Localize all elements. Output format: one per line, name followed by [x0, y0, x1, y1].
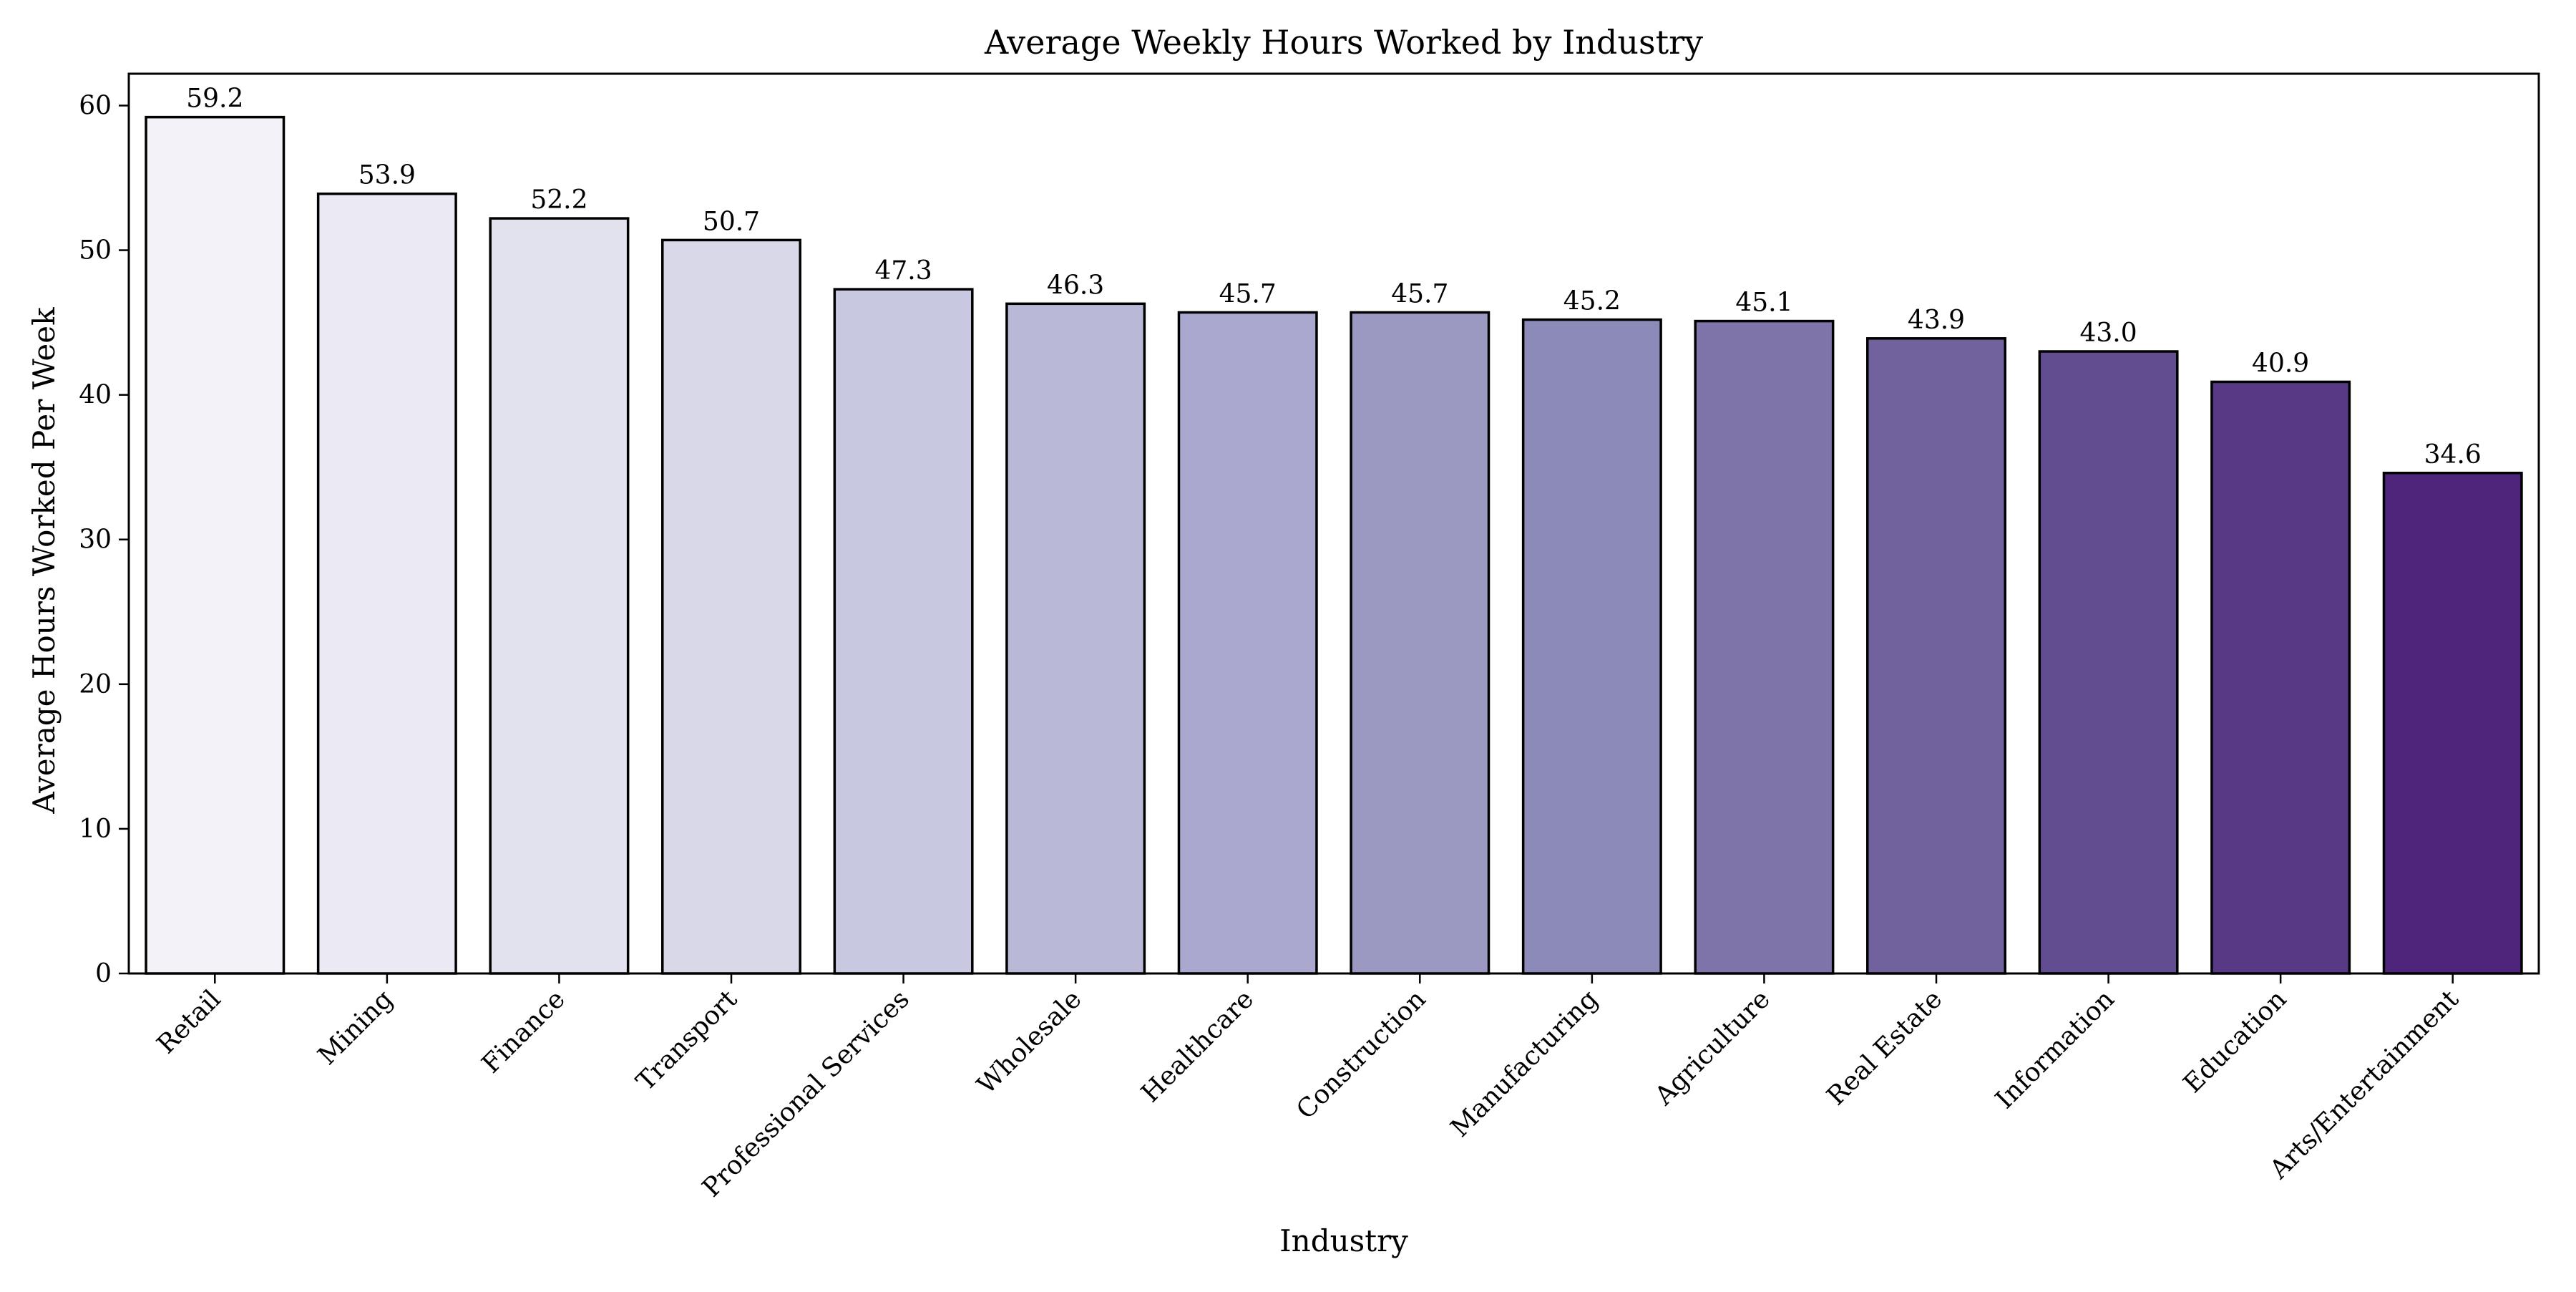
bar-construction	[1350, 311, 1491, 975]
bar-value-label: 43.0	[2079, 319, 2137, 348]
bar-value-label: 45.7	[1391, 279, 1448, 309]
bar-value-label: 52.2	[530, 185, 587, 215]
bar-value-label: 43.9	[1908, 306, 1965, 335]
x-tick-label: Information	[1990, 984, 2120, 1114]
bar-education	[2210, 380, 2351, 975]
bar-value-label: 34.6	[2424, 440, 2482, 470]
bar-value-label: 46.3	[1047, 271, 1104, 300]
bar-real-estate	[1866, 337, 2006, 975]
plot-area: 59.2 Retail 53.9 Mining 52.2 Finance 50.7 Trans…	[79, 72, 2540, 1203]
y-tick-label: 40	[79, 381, 112, 410]
y-tick-label: 50	[79, 236, 112, 266]
bar-value-label: 50.7	[703, 207, 760, 236]
y-tick-label: 30	[79, 525, 112, 555]
x-tick-label: Manufacturing	[1445, 984, 1604, 1143]
x-tick-label: Wholesale	[972, 984, 1088, 1100]
bar-information	[2038, 350, 2179, 975]
x-tick-label: Construction	[1291, 984, 1431, 1125]
y-axis-label: Average Hours Worked Per Week	[26, 307, 62, 815]
bar-value-label: 40.9	[2252, 349, 2309, 378]
x-tick-label: Arts/Entertainment	[2264, 984, 2465, 1185]
y-tick-label: 10	[79, 815, 112, 844]
x-tick-label: Education	[2178, 984, 2293, 1099]
bar-healthcare	[1177, 311, 1318, 975]
bar-retail	[145, 115, 286, 975]
y-tick-label: 60	[79, 91, 112, 120]
bar-value-label: 45.1	[1735, 288, 1792, 318]
chart-title: Average Weekly Hours Worked by Industry	[984, 23, 1703, 62]
axes-frame	[127, 72, 2540, 975]
bar-wholesale	[1005, 302, 1146, 975]
bar-manufacturing	[1521, 318, 1662, 975]
x-tick-label: Agriculture	[1649, 984, 1775, 1111]
x-axis-label: Industry	[1279, 1223, 1408, 1258]
bar-agriculture	[1694, 319, 1835, 975]
bar-value-label: 59.2	[186, 84, 243, 114]
y-tick-label: 20	[79, 670, 112, 699]
bar-finance	[489, 217, 630, 975]
bar-arts-entertainment	[2382, 472, 2523, 975]
y-tick-label: 0	[95, 959, 112, 989]
bar-transport	[661, 238, 801, 975]
bar-value-label: 45.2	[1563, 287, 1621, 316]
x-tick-label: Retail	[152, 984, 227, 1059]
bar-value-label: 53.9	[358, 161, 416, 190]
x-tick-label: Healthcare	[1136, 984, 1259, 1108]
bar-value-label: 47.3	[874, 256, 932, 286]
bar-value-label: 45.7	[1219, 279, 1277, 309]
bar-mining	[316, 192, 457, 975]
x-tick-label: Finance	[477, 984, 571, 1079]
x-tick-label: Transport	[631, 984, 743, 1097]
x-tick-label: Real Estate	[1821, 984, 1948, 1111]
x-tick-label: Mining	[313, 984, 399, 1070]
bar-professional-services	[833, 288, 974, 975]
